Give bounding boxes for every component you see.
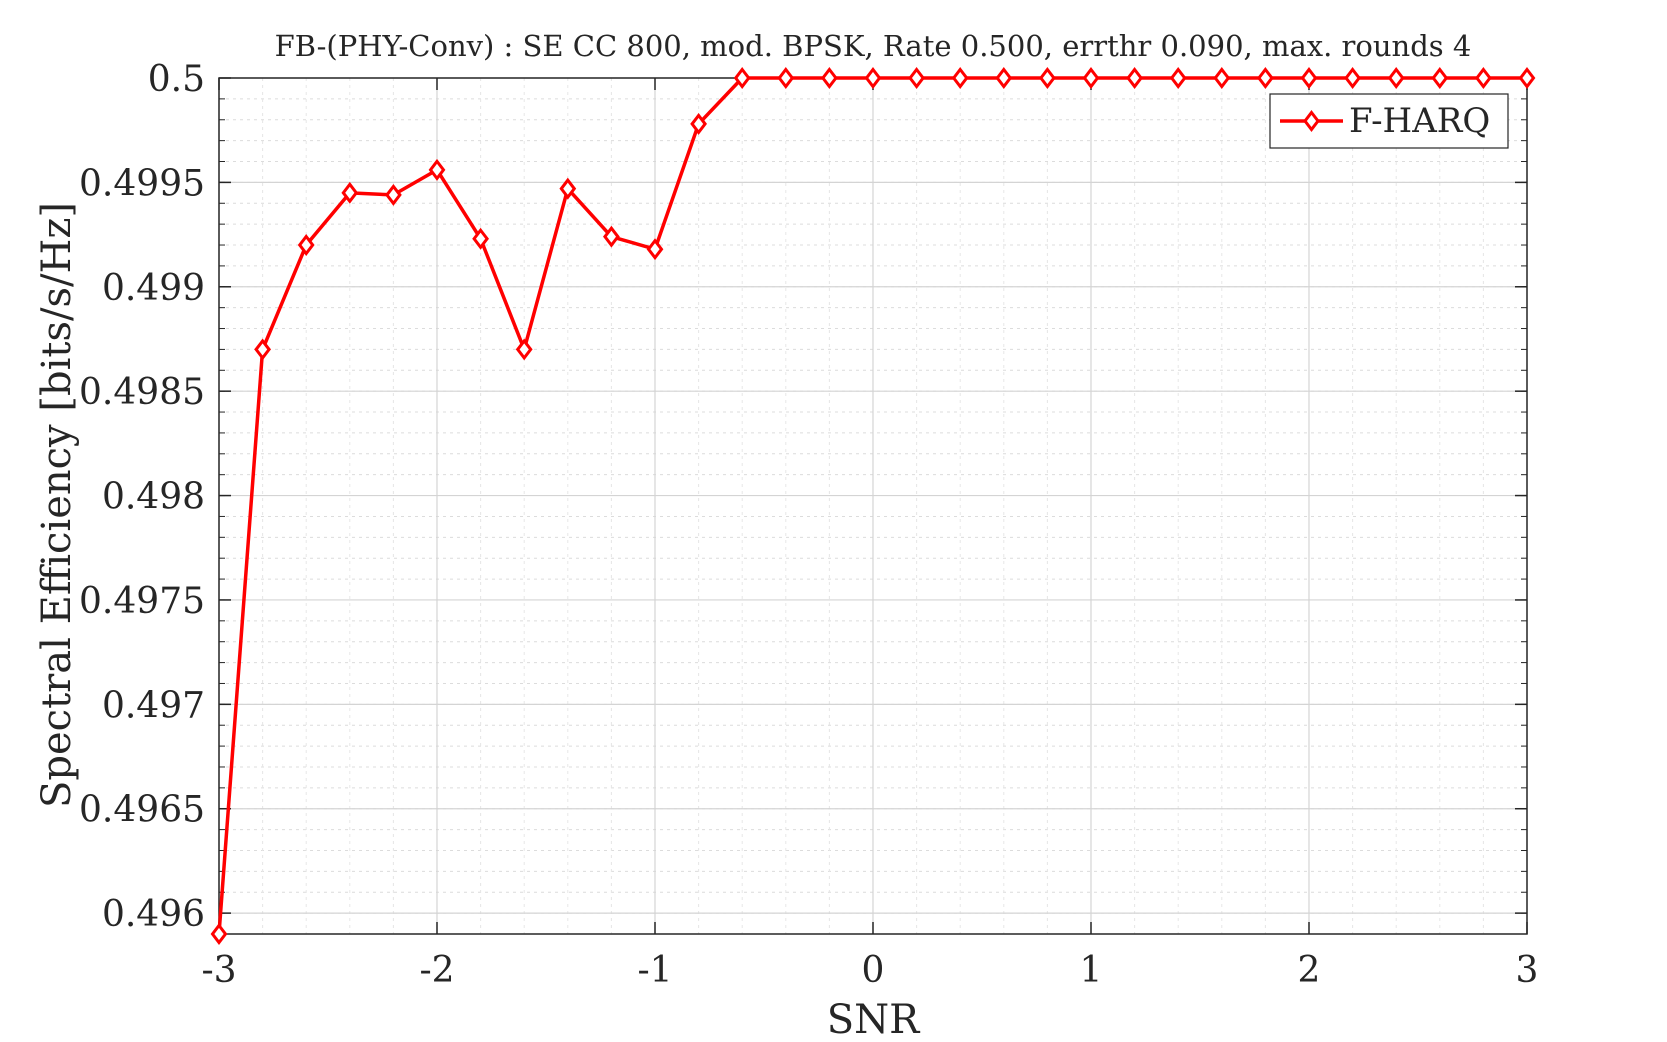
data-point-diamond [1082, 67, 1100, 89]
data-point-diamond [1475, 67, 1492, 89]
chart-title: FB-(PHY-Conv) : SE CC 800, mod. BPSK, Ra… [275, 29, 1472, 63]
data-point-diamond [385, 183, 402, 206]
x-tick-label: -2 [419, 950, 454, 991]
y-tick-label: 0.5 [148, 59, 205, 100]
legend: F-HARQ [1269, 93, 1509, 149]
data-point-diamond [821, 67, 838, 89]
x-tick-label: 1 [1080, 950, 1103, 991]
y-tick-label: 0.497 [102, 685, 205, 726]
data-point-diamond [472, 227, 489, 250]
y-tick-label: 0.498 [102, 477, 205, 518]
y-axis-label: Spectral Efficiency [bits/s/Hz] [34, 202, 80, 808]
y-tick-label: 0.4995 [79, 163, 205, 204]
x-tick-label: 2 [1298, 950, 1321, 991]
y-tick-label: 0.4985 [79, 372, 205, 413]
major-grid [218, 77, 1528, 934]
legend-label: F-HARQ [1349, 101, 1490, 141]
x-axis-label: SNR [827, 997, 921, 1042]
data-point-diamond [864, 67, 882, 89]
data-point-diamond [690, 112, 707, 135]
data-point-diamond [777, 67, 795, 89]
data-point-diamond [515, 338, 533, 361]
legend-marker-diamond [1303, 110, 1320, 132]
data-point-diamond [1257, 67, 1274, 89]
data-point-diamond [1518, 67, 1536, 89]
data-point-diamond [733, 67, 751, 89]
data-point-diamond [1126, 67, 1143, 89]
data-point-diamond [428, 158, 446, 181]
data-point-diamond [1300, 67, 1318, 89]
data-point-diamond [1169, 67, 1187, 89]
data-point-diamond [1213, 67, 1231, 89]
x-tick-label: -3 [201, 950, 236, 991]
y-tick-label: 0.4975 [79, 581, 205, 622]
series-layer [210, 67, 1536, 945]
data-point-diamond [951, 67, 969, 89]
data-point-diamond [1387, 67, 1405, 89]
data-point-diamond [559, 177, 577, 200]
data-point-diamond [995, 67, 1013, 89]
data-point-diamond [254, 338, 271, 361]
data-point-diamond [210, 923, 228, 945]
data-point-diamond [1344, 67, 1361, 89]
data-point-diamond [297, 234, 315, 256]
x-tick-label: 0 [862, 950, 885, 991]
tick-labels: -3 -2 -1 0 1 2 3 0.496 0.4965 0.497 0.4975 0.498 0.4… [79, 59, 1538, 991]
y-tick-label: 0.499 [102, 268, 205, 309]
data-point-diamond [908, 67, 925, 89]
data-point-diamond [341, 181, 359, 204]
data-point-diamond [646, 238, 664, 261]
x-tick-label: 3 [1516, 950, 1539, 991]
data-point-diamond [1039, 67, 1056, 89]
y-tick-label: 0.496 [102, 894, 205, 935]
data-point-diamond [1431, 67, 1449, 89]
data-point-diamond [603, 225, 620, 248]
x-tick-label: -1 [637, 950, 672, 991]
y-tick-label: 0.4965 [79, 790, 205, 831]
